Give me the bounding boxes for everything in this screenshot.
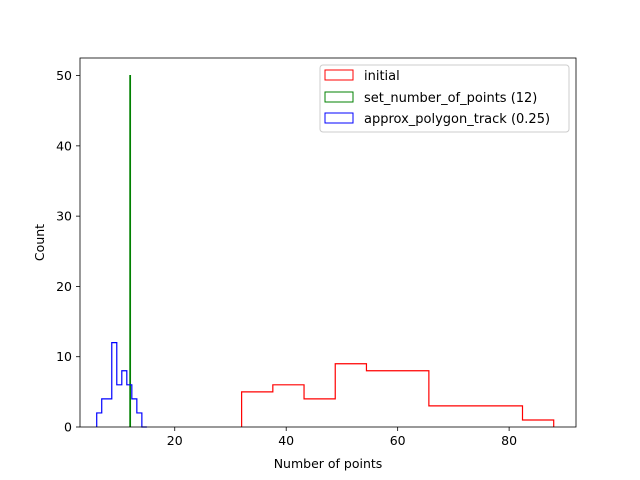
series-initial [241,363,555,427]
x-tick-label: 80 [501,433,517,448]
legend: initial set_number_of_points (12) approx… [319,64,570,133]
x-tick-label: 20 [167,433,183,448]
y-axis-label: Count [32,224,47,261]
legend-swatch-set-number-of-points [324,91,354,103]
y-tick-label: 0 [64,420,72,435]
y-tick-label: 10 [56,349,72,364]
series-approx-polygon-track-0-25 [96,342,147,428]
y-tick-label: 30 [56,209,72,224]
axes-frame [79,57,577,428]
series-set-number-of-points-12 [129,74,132,427]
legend-label-set-number-of-points: set_number_of_points (12) [364,91,537,106]
y-tick-label: 40 [56,138,72,153]
y-tick-label: 50 [56,68,72,83]
legend-frame [319,64,570,133]
legend-swatch-approx-polygon-track [324,112,354,124]
y-axis: 0 10 20 30 40 50 [56,68,80,435]
x-tick-label: 60 [390,433,406,448]
x-axis-label: Number of points [274,456,383,471]
y-tick-label: 20 [56,279,72,294]
x-tick-label: 40 [278,433,294,448]
legend-swatch-initial [324,69,354,81]
x-axis: 20 40 60 80 [167,427,517,448]
legend-label-approx-polygon-track: approx_polygon_track (0.25) [364,112,550,127]
legend-label-initial: initial [364,69,400,84]
series-layer [96,74,555,428]
